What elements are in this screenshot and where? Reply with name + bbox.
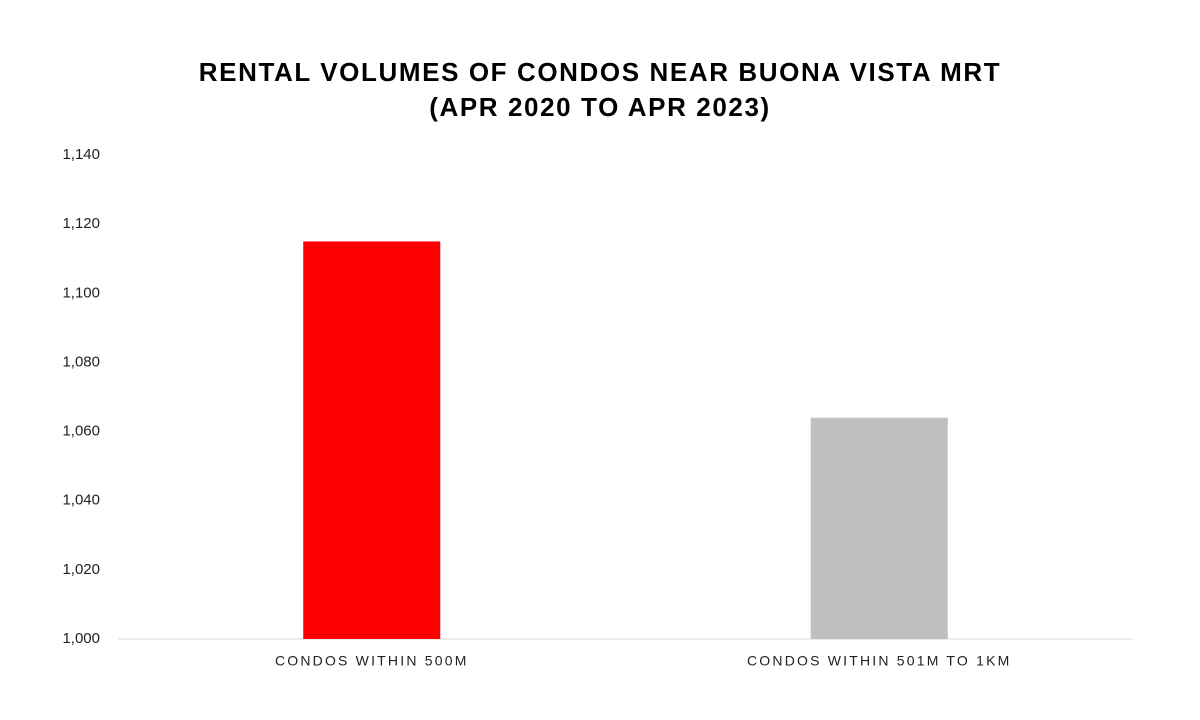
x-tick-label: CONDOS WITHIN 500M	[275, 653, 469, 669]
x-tick-label: CONDOS WITHIN 501M TO 1KM	[747, 653, 1012, 669]
bar	[810, 417, 948, 639]
chart-title: RENTAL VOLUMES OF CONDOS NEAR BUONA VIST…	[199, 57, 1001, 87]
y-tick-label: 1,080	[62, 353, 100, 370]
y-tick-label: 1,020	[62, 561, 100, 578]
bar	[303, 241, 441, 639]
y-tick-label: 1,140	[62, 146, 100, 163]
y-tick-label: 1,000	[62, 630, 100, 647]
y-tick-label: 1,060	[62, 423, 100, 440]
y-tick-label: 1,120	[62, 215, 100, 232]
chart-subtitle: (APR 2020 TO APR 2023)	[429, 92, 771, 122]
y-tick-label: 1,100	[62, 284, 100, 301]
y-tick-label: 1,040	[62, 492, 100, 509]
